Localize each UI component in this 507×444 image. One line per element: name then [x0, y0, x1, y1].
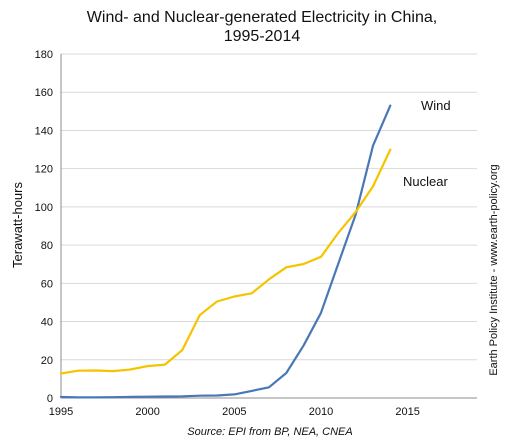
y-tick-label: 80 [41, 240, 53, 252]
series-label-nuclear: Nuclear [403, 174, 448, 189]
series-line-wind [59, 104, 392, 399]
series-label-wind: Wind [421, 98, 451, 113]
y-tick-label: 60 [41, 278, 53, 290]
y-axis-label: Terawatt-hours [10, 182, 25, 268]
x-tick-label: 2015 [395, 406, 419, 418]
x-tick-labels: 1995 2000 2005 2010 2015 [49, 406, 420, 418]
series-line-nuclear [59, 148, 392, 375]
chart-title-line2: 1995-2014 [224, 28, 301, 45]
x-tick-label: 2010 [309, 406, 333, 418]
chart-title-line1: Wind- and Nuclear-generated Electricity … [87, 9, 437, 26]
x-tick-label: 2000 [135, 406, 159, 418]
y-tick-label: 100 [35, 202, 53, 214]
y-tick-label: 140 [35, 125, 53, 137]
y-tick-label: 40 [41, 317, 53, 329]
series-lines [59, 104, 392, 399]
y-tick-labels: 0 20 40 60 80 100 120 140 160 180 [35, 49, 53, 405]
y-tick-label: 20 [41, 355, 53, 367]
gridlines [61, 53, 477, 361]
y-tick-label: 120 [35, 164, 53, 176]
x-tick-label: 2005 [222, 406, 246, 418]
axes [60, 54, 477, 399]
y-tick-label: 0 [47, 393, 53, 405]
y-tick-label: 160 [35, 87, 53, 99]
publisher-note: Earth Policy Institute - www.earth-polic… [488, 164, 500, 375]
source-note: Source: EPI from BP, NEA, CNEA [187, 426, 352, 438]
y-tick-label: 180 [35, 49, 53, 61]
x-tick-label: 1995 [49, 406, 73, 418]
